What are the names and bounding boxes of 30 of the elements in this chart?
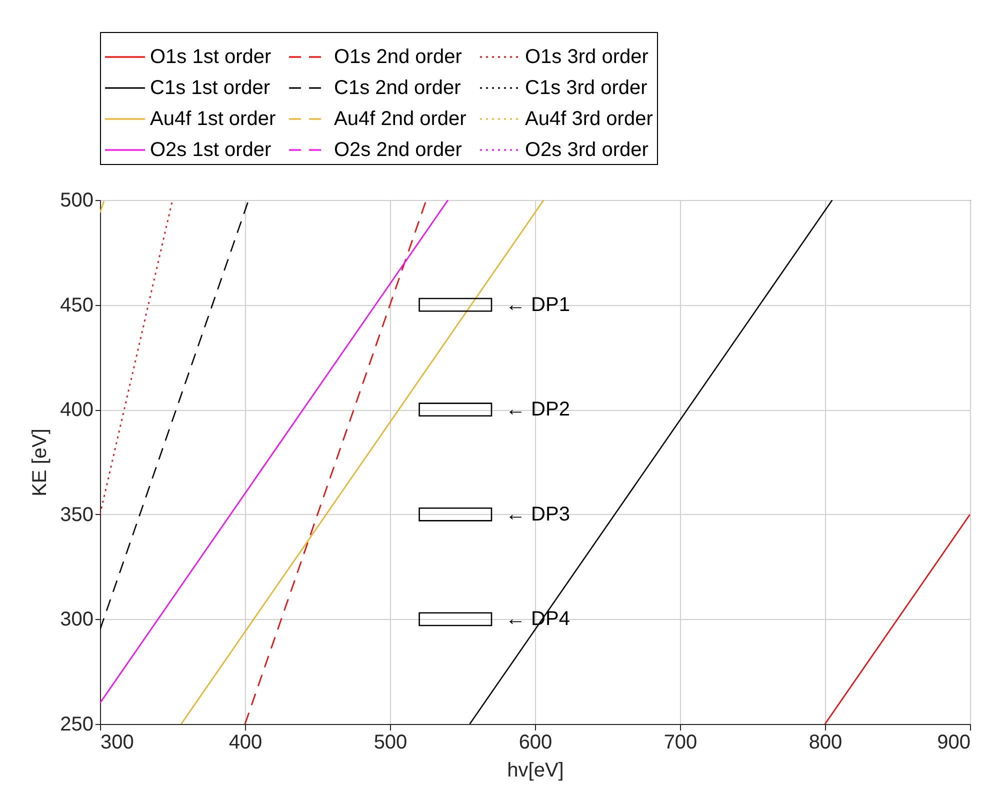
legend-label: O1s 3rd order: [525, 46, 649, 68]
x-tick-label: 800: [808, 732, 842, 754]
y-tick-label: 250: [60, 714, 94, 736]
legend-label: O1s 1st order: [150, 46, 272, 68]
legend-label: O1s 2nd order: [334, 46, 462, 68]
y-tick-label: 300: [60, 608, 94, 631]
legend-label: O2s 3rd order: [525, 139, 649, 161]
y-axis-title: KE [eV]: [29, 428, 52, 496]
x-tick-label: 500: [374, 732, 408, 754]
x-tick-label: 700: [664, 732, 698, 754]
legend-label: C1s 1st order: [150, 77, 270, 99]
y-tick-label: 350: [60, 504, 94, 526]
legend-label: Au4f 3rd order: [525, 108, 654, 130]
legend-label: O2s 2nd order: [334, 139, 462, 161]
x-tick-label: 400: [228, 732, 262, 754]
annotation: ← DP2: [506, 398, 570, 421]
x-tick-label: 600: [518, 732, 552, 754]
legend-label: Au4f 2nd order: [334, 108, 467, 130]
legend-label: C1s 3rd order: [525, 77, 648, 99]
legend-label: Au4f 1st order: [150, 108, 276, 130]
legend-label: O2s 1st order: [150, 139, 272, 161]
x-tick-label: 300: [100, 732, 134, 754]
y-tick-label: 400: [60, 399, 94, 422]
y-tick-label: 450: [60, 294, 94, 316]
annotation: ← DP1: [506, 294, 570, 316]
x-tick-label: 900: [937, 732, 970, 754]
legend-label: C1s 2nd order: [334, 77, 462, 99]
y-tick-label: 500: [60, 190, 94, 212]
x-axis-title: hv[eV]: [507, 760, 564, 782]
annotation: ← DP3: [506, 503, 570, 526]
